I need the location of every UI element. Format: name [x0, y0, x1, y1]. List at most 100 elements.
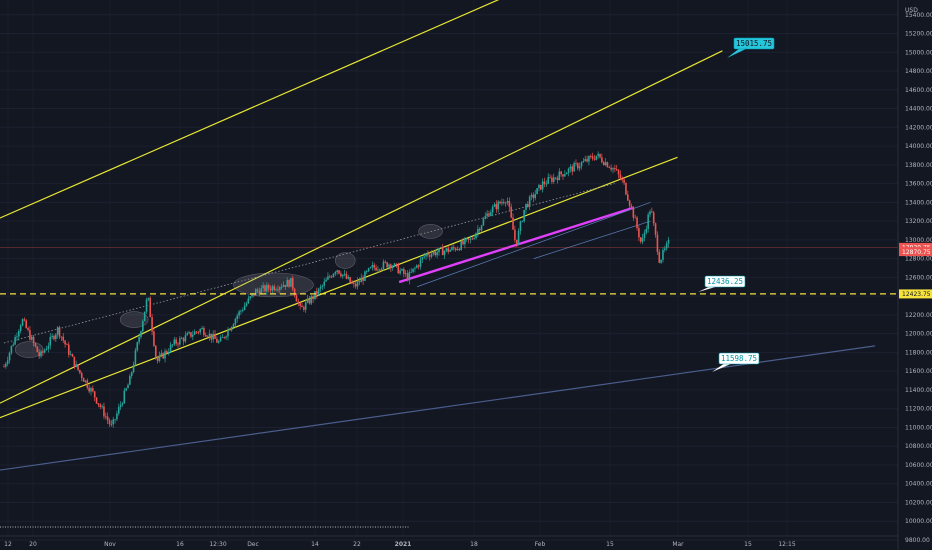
candle-body[interactable] [514, 229, 516, 240]
candle-body[interactable] [230, 326, 233, 331]
candle-body[interactable] [258, 290, 261, 295]
candle-body[interactable] [210, 333, 213, 340]
candle-body[interactable] [415, 265, 418, 268]
candle-body[interactable] [321, 285, 324, 287]
candle-body[interactable] [334, 272, 337, 274]
candle-body[interactable] [199, 329, 202, 333]
candle-body[interactable] [247, 298, 250, 304]
candle-body[interactable] [217, 341, 220, 343]
candle-body[interactable] [493, 204, 496, 207]
candle-body[interactable] [306, 298, 309, 303]
candles[interactable] [3, 151, 670, 428]
candle-body[interactable] [297, 301, 300, 304]
candle-body[interactable] [351, 282, 353, 284]
candle-body[interactable] [62, 336, 65, 341]
candle-body[interactable] [138, 337, 140, 343]
candle-body[interactable] [243, 305, 246, 311]
candle-body[interactable] [286, 280, 289, 287]
candle-body[interactable] [273, 286, 276, 290]
candle-body[interactable] [515, 239, 518, 245]
candle-body[interactable] [132, 364, 135, 373]
candle-body[interactable] [266, 285, 268, 292]
candle-body[interactable] [121, 403, 124, 405]
candle-body[interactable] [354, 283, 357, 287]
candle-body[interactable] [436, 252, 438, 256]
candle-body[interactable] [430, 253, 433, 257]
candle-body[interactable] [295, 295, 298, 302]
candle-body[interactable] [338, 270, 340, 274]
candle-body[interactable] [665, 243, 668, 249]
candle-body[interactable] [123, 390, 126, 404]
candle-body[interactable] [38, 352, 40, 357]
candle-body[interactable] [182, 338, 185, 342]
candle-body[interactable] [499, 201, 501, 204]
candle-body[interactable] [136, 342, 139, 351]
candle-body[interactable] [93, 391, 96, 398]
candle-body[interactable] [332, 273, 335, 278]
candle-body[interactable] [167, 352, 170, 353]
candle-body[interactable] [593, 158, 596, 160]
candle-body[interactable] [539, 184, 542, 190]
candle-body[interactable] [43, 349, 46, 353]
candle-body[interactable] [404, 273, 407, 275]
candle-body[interactable] [229, 329, 231, 331]
candle-body[interactable] [323, 281, 326, 286]
candle-body[interactable] [90, 388, 92, 392]
candle-body[interactable] [567, 168, 570, 173]
candle-body[interactable] [554, 177, 557, 179]
candle-body[interactable] [67, 344, 70, 355]
candle-body[interactable] [73, 356, 76, 367]
candle-body[interactable] [186, 333, 189, 336]
candle-body[interactable] [384, 261, 387, 263]
candle-body[interactable] [347, 277, 350, 279]
candle-body[interactable] [660, 259, 662, 263]
candle-body[interactable] [149, 297, 152, 318]
candle-body[interactable] [519, 221, 522, 231]
candle-body[interactable] [14, 336, 16, 345]
candle-body[interactable] [451, 247, 453, 250]
candle-body[interactable] [549, 177, 551, 179]
candle-body[interactable] [399, 270, 401, 274]
candle-body[interactable] [330, 276, 333, 278]
candle-body[interactable] [610, 167, 612, 170]
candle-body[interactable] [490, 212, 492, 216]
candle-body[interactable] [51, 335, 53, 337]
candle-body[interactable] [545, 183, 548, 185]
candle-body[interactable] [532, 194, 535, 198]
candle-body[interactable] [208, 333, 211, 338]
candle-body[interactable] [591, 156, 594, 159]
candle-body[interactable] [543, 181, 546, 184]
candle-body[interactable] [558, 171, 561, 181]
candle-body[interactable] [497, 201, 500, 210]
candle-body[interactable] [454, 248, 457, 251]
candle-body[interactable] [84, 380, 87, 382]
candle-body[interactable] [456, 248, 459, 251]
candle-body[interactable] [251, 293, 253, 297]
candle-body[interactable] [517, 230, 520, 245]
candle-body[interactable] [414, 267, 416, 269]
candle-body[interactable] [462, 241, 464, 245]
candle-body[interactable] [108, 420, 111, 425]
candle-body[interactable] [647, 214, 649, 229]
candle-body[interactable] [649, 211, 651, 215]
candle-body[interactable] [428, 255, 431, 257]
candle-body[interactable] [569, 166, 572, 169]
candle-body[interactable] [551, 177, 553, 182]
candle-body[interactable] [80, 372, 83, 379]
candle-body[interactable] [127, 384, 129, 389]
candle-body[interactable] [284, 284, 287, 287]
candle-body[interactable] [21, 319, 24, 326]
candle-body[interactable] [130, 372, 133, 376]
candle-body[interactable] [99, 404, 102, 407]
candle-body[interactable] [291, 277, 294, 289]
candle-body[interactable] [580, 162, 583, 167]
candle-body[interactable] [203, 327, 205, 336]
candle-body[interactable] [577, 163, 579, 169]
candle-body[interactable] [23, 319, 26, 321]
candle-body[interactable] [19, 325, 22, 332]
candle-body[interactable] [249, 296, 251, 299]
candle-body[interactable] [353, 283, 355, 285]
candle-body[interactable] [508, 200, 511, 207]
candle-body[interactable] [471, 238, 474, 240]
candle-body[interactable] [180, 338, 183, 340]
